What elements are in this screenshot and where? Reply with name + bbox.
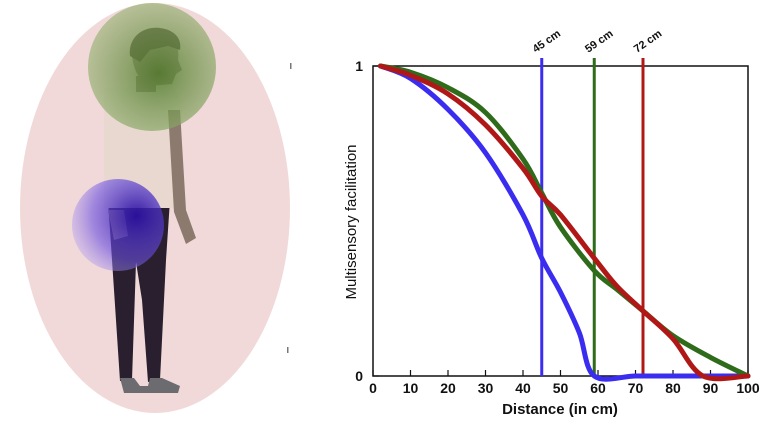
y-tick-label: 1 — [355, 58, 363, 74]
person-arm — [168, 110, 196, 244]
x-ticks: 0 10 20 30 40 50 60 70 80 90 100 — [369, 370, 760, 396]
head-field — [88, 3, 216, 131]
x-axis-label: Distance (in cm) — [502, 401, 618, 418]
series-line-3 — [378, 63, 751, 382]
x-tick-label: 10 — [403, 380, 419, 396]
x-tick-label: 100 — [736, 380, 760, 396]
divider-mark — [290, 63, 292, 69]
hand-field — [72, 179, 164, 271]
x-tick-label: 30 — [478, 380, 494, 396]
marker-label: 72 cm — [632, 28, 665, 56]
chart: 0 10 20 30 40 50 60 70 80 90 100 0 1 45 cm 59 cm 72 c… — [343, 28, 760, 418]
marker-label: 45 cm — [531, 28, 564, 56]
divider-mark — [287, 347, 289, 353]
x-tick-label: 40 — [515, 380, 531, 396]
x-tick-label: 70 — [628, 380, 644, 396]
y-axis-label: Multisensory facilitation — [343, 144, 360, 299]
x-tick-label: 60 — [590, 380, 606, 396]
x-tick-label: 20 — [440, 380, 456, 396]
marker-lines — [540, 58, 645, 376]
peripersonal-space-illustration — [20, 3, 292, 413]
series-lines — [378, 63, 751, 382]
x-tick-label: 80 — [665, 380, 681, 396]
x-tick-label: 90 — [703, 380, 719, 396]
plot-frame — [372, 65, 749, 377]
marker-labels: 45 cm 59 cm 72 cm — [531, 28, 665, 56]
x-tick-label: 50 — [553, 380, 569, 396]
marker-label: 59 cm — [583, 28, 616, 56]
series-line-1 — [378, 63, 751, 382]
y-tick-label: 0 — [355, 368, 363, 384]
x-tick-label: 0 — [369, 380, 377, 396]
person-shoe — [120, 378, 180, 393]
